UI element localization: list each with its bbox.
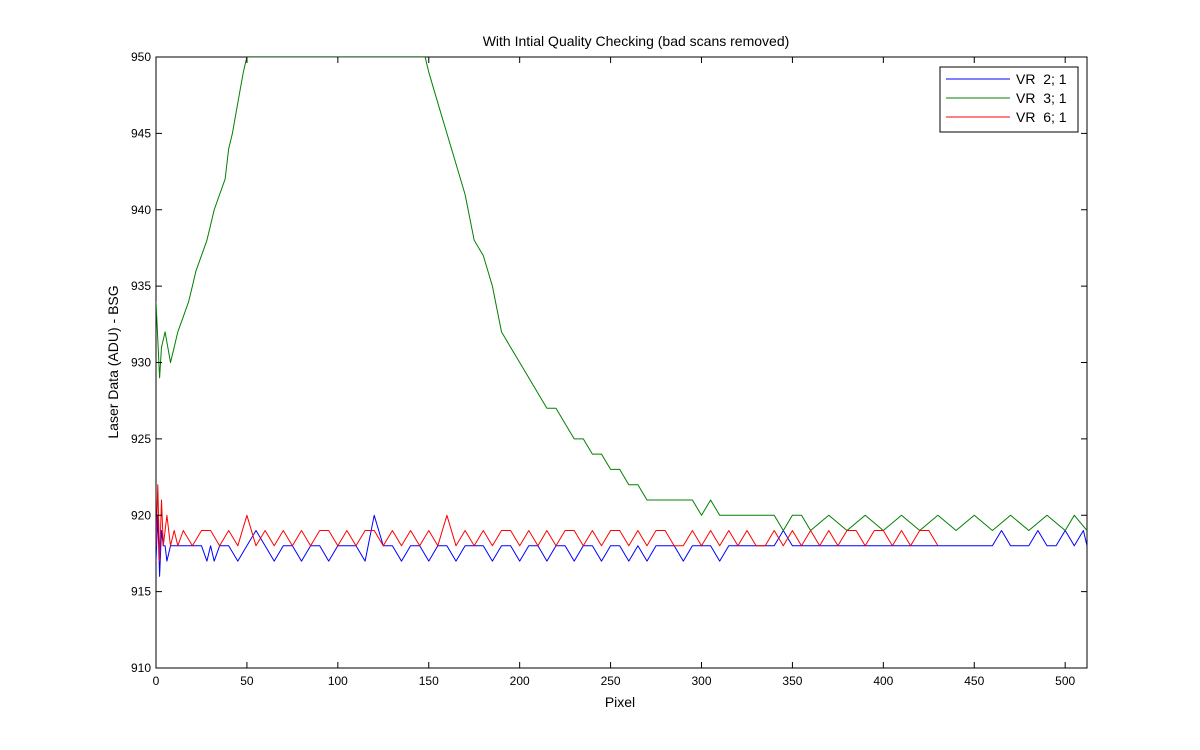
plot-area: 0 50 100 150 200 250 300 350 400 450 500 910 915 920… xyxy=(131,50,1088,688)
y-tick-label: 940 xyxy=(131,203,151,217)
series-line-2 xyxy=(156,57,1087,531)
x-tick-label: 400 xyxy=(873,674,893,688)
x-tick-label: 300 xyxy=(691,674,711,688)
x-tick-label: 50 xyxy=(240,674,254,688)
legend-label-1: VR 2; 1 xyxy=(1016,71,1067,87)
y-tick-label: 910 xyxy=(131,661,151,675)
legend-box xyxy=(939,66,1079,133)
series-line-1 xyxy=(156,514,1087,577)
series-line-3 xyxy=(156,484,939,562)
y-tick-label: 920 xyxy=(131,508,151,522)
y-tick-label: 915 xyxy=(131,585,151,599)
y-tick-label: 935 xyxy=(131,279,151,293)
x-axis-ticks: 0 50 100 150 200 250 300 350 400 450 500 xyxy=(153,57,1076,688)
x-axis-label: Pixel xyxy=(605,694,635,710)
y-axis-ticks: 910 915 920 925 930 935 940 945 950 xyxy=(131,50,1087,675)
x-tick-label: 250 xyxy=(601,674,621,688)
x-tick-label: 0 xyxy=(153,674,160,688)
legend-label-3: VR 6; 1 xyxy=(1016,109,1067,125)
x-tick-label: 100 xyxy=(328,674,348,688)
y-tick-label: 945 xyxy=(131,126,151,140)
chart-title: With Intial Quality Checking (bad scans … xyxy=(483,33,790,49)
y-tick-label: 925 xyxy=(131,432,151,446)
y-axis-label: Laser Data (ADU) - BSG xyxy=(105,285,121,438)
legend-label-2: VR 3; 1 xyxy=(1016,90,1067,106)
x-tick-label: 450 xyxy=(964,674,984,688)
y-tick-label: 930 xyxy=(131,356,151,370)
x-tick-label: 350 xyxy=(782,674,802,688)
x-tick-label: 150 xyxy=(419,674,439,688)
axes-box xyxy=(155,56,1088,669)
y-tick-label: 950 xyxy=(131,50,151,64)
legend: VR 2; 1 VR 3; 1 VR 6; 1 xyxy=(939,66,1079,133)
x-tick-label: 500 xyxy=(1055,674,1075,688)
series-layer xyxy=(156,57,1087,577)
x-tick-label: 200 xyxy=(510,674,530,688)
